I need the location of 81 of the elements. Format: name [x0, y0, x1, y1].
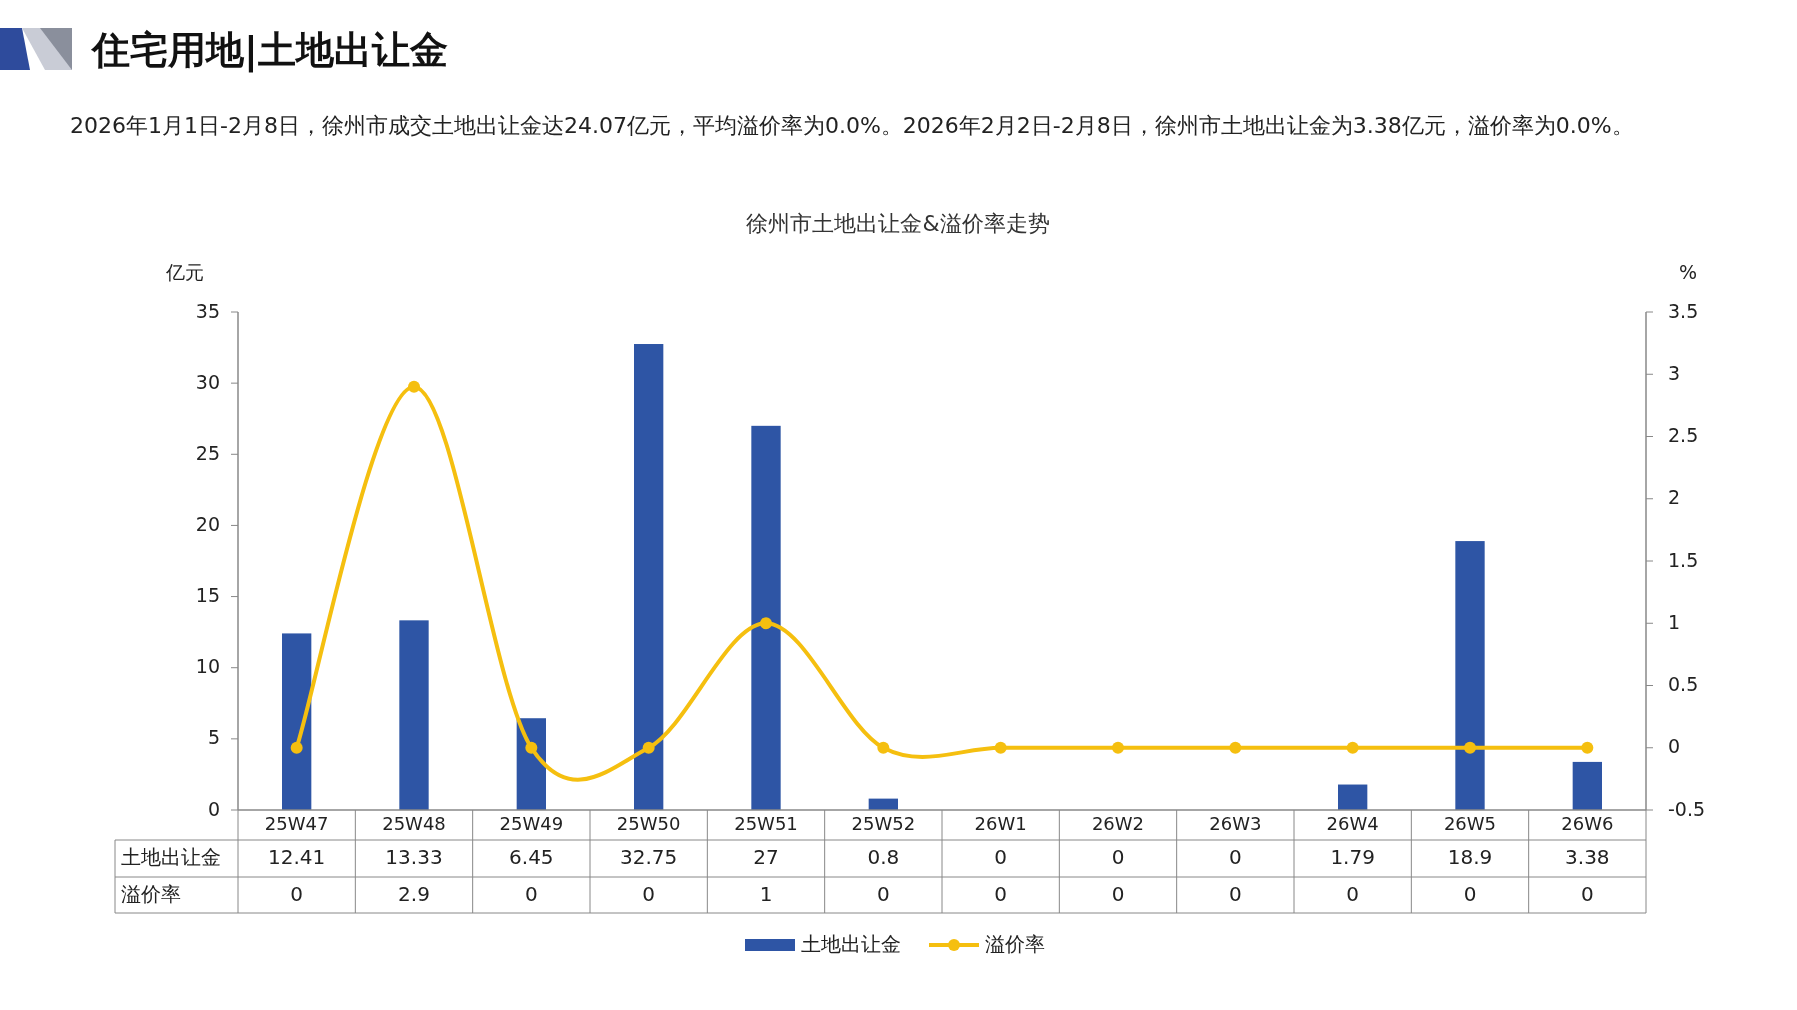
point [642, 741, 655, 754]
data-label: 0 [994, 881, 1008, 906]
data-label: 0 [994, 845, 1008, 869]
data-label: 1 [759, 881, 773, 906]
chart-subtitle: 徐州市土地出让金&溢价率走势 [746, 211, 1050, 236]
data-label: 0 [1228, 845, 1242, 869]
legend-label: 溢价率 [985, 931, 1045, 956]
chart-title: 住宅用地|土地出让金 [90, 27, 448, 73]
data-label: 0 [642, 881, 656, 906]
y-tick-label: 35 [195, 299, 220, 322]
bar [282, 633, 312, 810]
data-label: 0 [876, 881, 890, 906]
text: 2026年1月1日-2月8日，徐州市成交土地出让金达24.07亿元，平均溢价率为0.0%。2026年2月2日-2月8日，徐州市土地出让金为3.38亿元，溢价率为0.0%。 [70, 112, 1635, 140]
y-tick-label: 5 [207, 726, 220, 749]
data-label: 3.38 [1565, 845, 1610, 869]
x-tick-label: 25W47 [264, 813, 329, 834]
y2-tick-label: 2.5 [1668, 424, 1699, 446]
y2-tick-label: 0.5 [1668, 673, 1699, 695]
point [877, 741, 890, 754]
y2-tick-label: 1 [1668, 610, 1681, 633]
text: 土地出让金 [121, 845, 221, 869]
x-tick-label: 25W48 [382, 813, 446, 834]
bar [1572, 761, 1602, 810]
x-tick-label: 26W2 [1091, 813, 1145, 834]
y2-axis-title: % [1678, 260, 1698, 283]
data-label: 2.9 [398, 881, 430, 906]
text: 溢价率 [121, 881, 181, 906]
point [408, 380, 420, 393]
data-label: 0 [1111, 845, 1125, 869]
data-label: 0 [1346, 881, 1360, 906]
point [760, 617, 772, 630]
data-label: 32.75 [620, 845, 678, 869]
bar [751, 425, 781, 810]
y-tick-label: 20 [195, 512, 220, 535]
bar [399, 620, 429, 810]
y2-tick-label: 2 [1668, 486, 1681, 509]
data-label: 0 [290, 881, 304, 906]
data-label: 0 [1463, 881, 1477, 906]
point [290, 741, 303, 754]
bar [1338, 784, 1368, 810]
y-tick-label: 15 [195, 584, 220, 607]
data-label: 6.45 [509, 845, 554, 869]
point [525, 741, 538, 754]
data-label: 0 [524, 881, 538, 906]
y2-tick-label: 3.5 [1668, 299, 1699, 322]
x-tick-label: 26W5 [1443, 813, 1497, 834]
x-tick-label: 26W3 [1209, 813, 1262, 834]
point [994, 741, 1007, 754]
y-tick-label: 25 [195, 441, 220, 464]
point [1464, 741, 1476, 754]
x-tick-label: 26W1 [974, 813, 1027, 834]
x-tick-label: 25W51 [734, 813, 798, 834]
data-label: 0 [1228, 881, 1242, 906]
point [1112, 741, 1124, 754]
bar [634, 344, 664, 810]
point [1229, 741, 1242, 754]
data-label: 1.79 [1330, 845, 1375, 869]
x-tick-label: 25W49 [499, 813, 564, 834]
data-label: 18.9 [1447, 845, 1493, 869]
data-label: 12.41 [268, 845, 326, 869]
y2-tick-label: 3 [1668, 361, 1681, 384]
data-label: 13.33 [385, 845, 443, 869]
y-tick-label: 10 [195, 655, 220, 678]
legend-label: 土地出让金 [801, 931, 901, 956]
data-label: 27 [753, 845, 779, 869]
y-axis-title: 亿元 [165, 260, 204, 283]
x-tick-label: 25W52 [851, 813, 916, 834]
y-tick-label: 30 [195, 370, 220, 393]
data-label: 0 [1111, 881, 1125, 906]
data-label: 0 [1580, 881, 1594, 906]
y2-tick-label: 0 [1668, 735, 1681, 758]
x-tick-label: 26W4 [1326, 813, 1379, 834]
y-tick-label: 0 [207, 797, 220, 820]
y2-tick-label: 1.5 [1668, 548, 1699, 571]
point [1581, 741, 1594, 754]
data-label: 0.8 [867, 845, 900, 869]
point [1346, 741, 1359, 754]
bar [1455, 541, 1485, 810]
x-tick-label: 25W50 [616, 813, 681, 834]
x-tick-label: 26W6 [1561, 813, 1614, 834]
y2-tick-label: -0.5 [1668, 797, 1706, 820]
